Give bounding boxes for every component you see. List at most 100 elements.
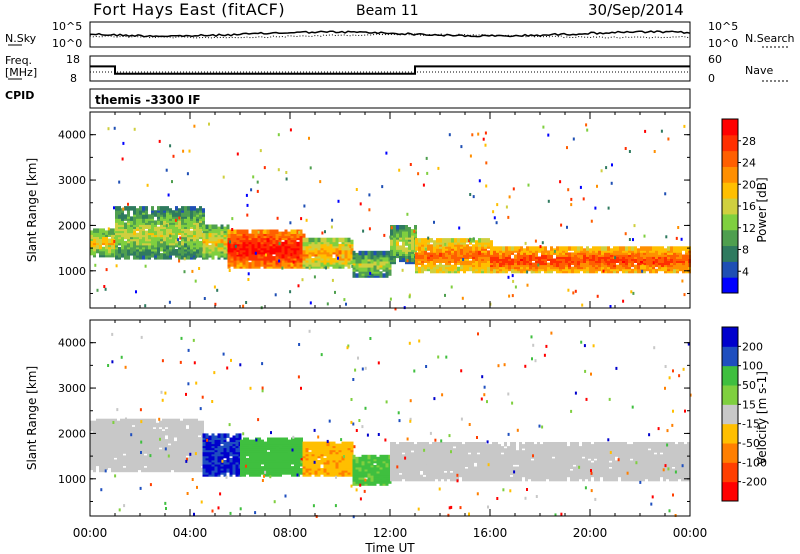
noise-left-tick-high: 10^5	[52, 20, 83, 33]
data-cell	[472, 238, 475, 243]
data-cell	[232, 435, 236, 440]
freq-label: Freq.	[5, 54, 33, 67]
data-cell	[129, 437, 132, 442]
data-cell	[151, 214, 154, 219]
scatter-cell	[422, 183, 425, 187]
power-colorbar-label: Power [dB]	[755, 177, 769, 242]
scatter-cell	[683, 293, 686, 297]
data-cell	[251, 260, 255, 265]
scatter-cell	[493, 216, 496, 220]
data-cell	[643, 246, 646, 251]
data-cell	[589, 248, 592, 253]
data-cell	[211, 224, 215, 229]
data-cell	[175, 220, 178, 225]
data-cell	[242, 241, 246, 247]
data-cell	[314, 237, 318, 243]
scatter-cell	[231, 217, 234, 221]
scatter-cell	[611, 163, 613, 167]
data-cell	[117, 465, 120, 471]
data-cell	[338, 237, 342, 243]
data-cell	[251, 247, 255, 253]
data-cell	[108, 238, 111, 244]
scatter-cell	[574, 289, 577, 293]
data-cell	[165, 418, 168, 424]
date-label: 30/Sep/2014	[588, 1, 684, 19]
data-cell	[230, 237, 234, 243]
data-cell	[350, 460, 354, 465]
data-cell	[291, 466, 294, 471]
scatter-cell	[505, 205, 508, 209]
data-cell	[577, 246, 580, 251]
data-cell	[192, 418, 195, 424]
scatter-cell	[406, 259, 409, 263]
data-cell	[124, 240, 127, 246]
data-cell	[220, 445, 224, 451]
scatter-cell	[144, 304, 147, 308]
data-cell	[93, 443, 96, 448]
data-cell	[396, 225, 399, 230]
data-cell	[236, 256, 240, 261]
data-cell	[160, 253, 163, 258]
scatter-cell	[496, 203, 499, 207]
data-cell	[393, 225, 396, 230]
noise-search-label: N.Search	[745, 32, 795, 45]
data-cell	[496, 264, 499, 270]
data-cell	[418, 238, 421, 243]
scatter-cell	[534, 239, 537, 243]
scatter-cell	[254, 251, 257, 255]
data-cell	[272, 247, 276, 253]
data-cell	[290, 254, 294, 259]
scatter-cell	[228, 269, 231, 272]
data-cell	[520, 260, 523, 266]
scatter-cell	[289, 128, 292, 132]
data-cell	[472, 258, 475, 263]
scatter-cell	[245, 301, 248, 304]
data-cell	[438, 460, 441, 465]
colorbar-tick-label: 12	[742, 222, 756, 235]
data-cell	[111, 451, 114, 456]
data-cell	[399, 442, 402, 447]
scatter-cell	[343, 298, 346, 302]
data-cell	[211, 472, 215, 477]
data-cell	[279, 443, 282, 449]
data-cell	[278, 231, 282, 237]
data-cell	[90, 439, 93, 444]
data-cell	[226, 224, 230, 229]
data-cell	[323, 249, 327, 255]
data-cell	[511, 258, 514, 263]
data-cell	[223, 460, 227, 465]
y-tick-label: 3000	[58, 174, 86, 187]
data-cell	[435, 442, 438, 447]
data-cell	[332, 441, 336, 447]
data-cell	[133, 247, 136, 252]
data-cell	[308, 258, 312, 263]
data-cell	[379, 458, 383, 464]
data-cell	[393, 442, 396, 447]
data-cell	[685, 266, 688, 272]
data-cell	[159, 455, 162, 460]
y-tick-label: 1000	[58, 265, 86, 278]
data-cell	[302, 441, 306, 447]
data-cell	[448, 246, 451, 251]
data-cell	[220, 455, 224, 461]
data-cell	[127, 224, 130, 229]
data-cell	[685, 260, 688, 266]
scatter-cell	[604, 267, 607, 271]
scatter-cell	[394, 307, 397, 311]
scatter-cell	[359, 202, 362, 206]
data-cell	[514, 254, 517, 259]
data-cell	[132, 426, 135, 432]
data-cell	[553, 258, 556, 263]
data-cell	[574, 262, 577, 268]
data-cell	[166, 206, 169, 211]
data-cell	[429, 444, 432, 449]
data-cell	[275, 229, 279, 234]
data-cell	[217, 234, 221, 240]
scatter-cell	[610, 181, 613, 185]
data-cell	[415, 238, 418, 243]
data-cell	[646, 246, 649, 251]
data-cell	[153, 455, 156, 460]
data-cell	[408, 243, 411, 248]
data-cell	[405, 247, 408, 252]
